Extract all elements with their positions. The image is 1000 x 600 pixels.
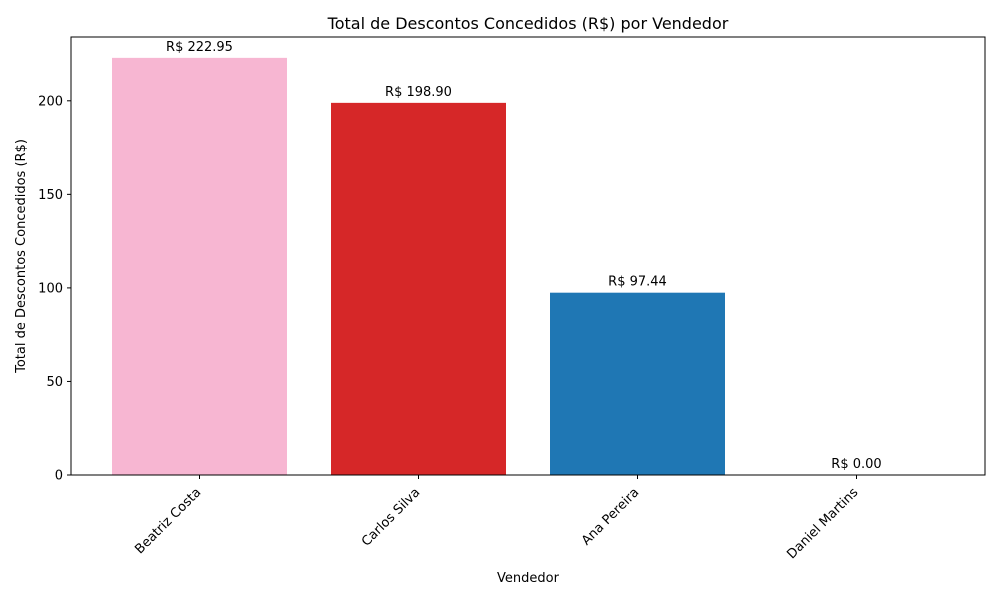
- bar-beatriz-costa: [112, 57, 287, 475]
- y-axis-label: Total de Descontos Concedidos (R$): [14, 139, 29, 374]
- data-label: R$ 222.95: [166, 40, 233, 55]
- x-tick-label: Beatriz Costa: [132, 485, 204, 557]
- data-label: R$ 0.00: [831, 457, 881, 472]
- data-label: R$ 97.44: [608, 275, 667, 290]
- x-axis-label: Vendedor: [497, 571, 560, 586]
- bar-carlos-silva: [331, 102, 506, 475]
- x-axis: Beatriz Costa Carlos Silva Ana Pereira Dani…: [132, 475, 861, 562]
- x-tick-label: Daniel Martins: [784, 485, 861, 562]
- bar-ana-pereira: [550, 292, 725, 475]
- x-tick-label: Ana Pereira: [579, 485, 642, 548]
- y-axis: 0 50 100 150 200: [38, 94, 71, 484]
- data-labels-group: R$ 222.95 R$ 198.90 R$ 97.44 R$ 0.00: [166, 40, 882, 472]
- y-tick-label: 50: [46, 375, 63, 390]
- chart-title: Total de Descontos Concedidos (R$) por V…: [327, 14, 729, 33]
- y-tick-label: 0: [55, 469, 63, 484]
- y-tick-label: 150: [38, 188, 63, 203]
- plot-frame: [70, 36, 986, 476]
- bars-group: [112, 57, 725, 475]
- y-tick-label: 200: [38, 94, 63, 109]
- data-label: R$ 198.90: [385, 85, 452, 100]
- x-tick-label: Carlos Silva: [359, 485, 423, 549]
- y-tick-label: 100: [38, 281, 63, 296]
